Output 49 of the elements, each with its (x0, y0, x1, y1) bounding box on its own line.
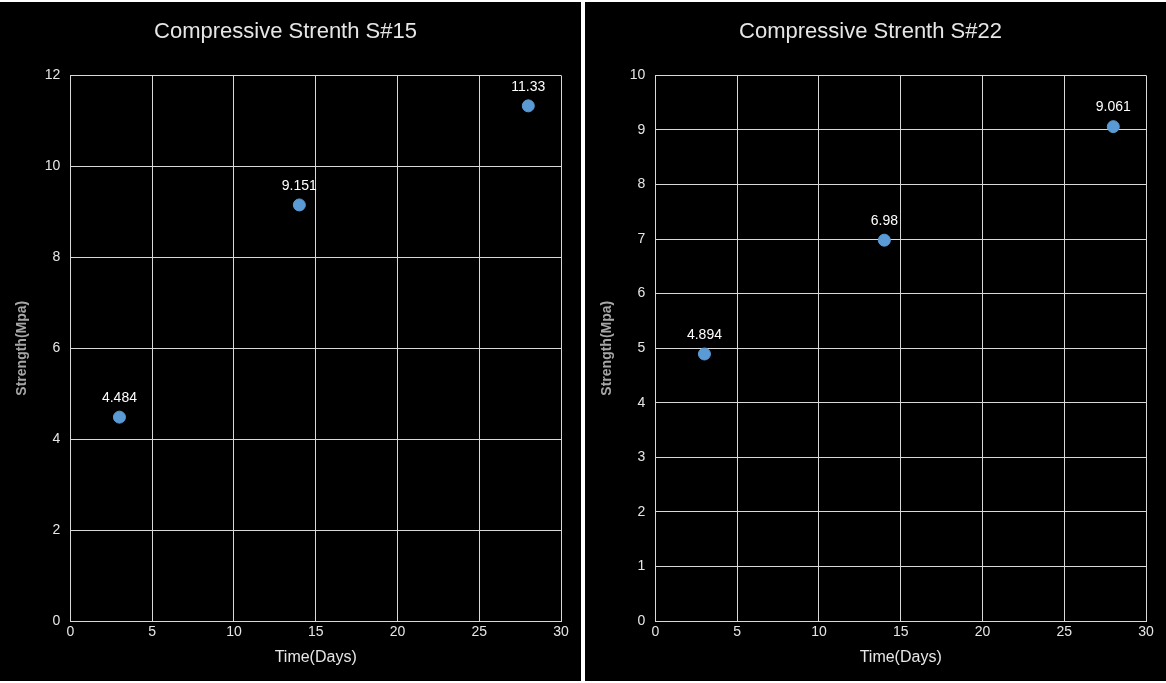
y-tick-label: 5 (637, 339, 646, 356)
point (877, 233, 891, 247)
data-label: 4.894 (686, 325, 723, 342)
y-tick-label: 10 (629, 66, 646, 83)
x-tick-label: 30 (1138, 623, 1154, 640)
data-label: 9.061 (1095, 98, 1132, 115)
y-tick-label: 12 (44, 66, 61, 83)
y-tick-label: 3 (637, 448, 646, 465)
y-tick-label: 1 (637, 557, 646, 574)
y-axis-title: Strength(Mpa) (598, 300, 615, 396)
x-tick-label: 20 (389, 623, 406, 640)
point (112, 410, 126, 424)
y-tick-label: 0 (637, 611, 646, 628)
x-axis-title: Time(Days) (274, 647, 357, 665)
y-tick-label: 6 (637, 284, 646, 301)
point (292, 198, 306, 212)
y-tick-label: 4 (637, 393, 646, 410)
y-tick-label: 2 (52, 520, 61, 537)
y-axis-title: Strength(Mpa) (13, 300, 30, 396)
y-tick-label: 9 (637, 120, 646, 137)
y-tick-label: 10 (44, 157, 61, 174)
y-tick-label: 8 (637, 175, 646, 192)
y-tick-label: 7 (637, 229, 646, 246)
point (521, 99, 535, 113)
data-label: 11.33 (511, 77, 546, 94)
y-tick-label: 2 (637, 502, 646, 519)
y-tick-label: 0 (52, 611, 61, 628)
x-tick-label: 5 (148, 623, 157, 640)
x-axis-title: Time(Days) (859, 647, 942, 665)
x-tick-label: 0 (651, 623, 660, 640)
chart-title: Compressive Strenth S#22 (739, 18, 1002, 44)
point (697, 347, 711, 361)
x-tick-label: 25 (471, 623, 488, 640)
x-tick-label: 5 (733, 623, 742, 640)
data-label: 4.484 (101, 388, 138, 405)
data-label: 6.98 (870, 212, 899, 229)
y-tick-label: 8 (52, 248, 61, 265)
x-tick-label: 25 (1056, 623, 1073, 640)
point (1106, 120, 1120, 134)
y-tick-label: 4 (52, 429, 61, 446)
x-tick-label: 10 (226, 623, 242, 640)
x-tick-label: 15 (892, 623, 909, 640)
y-tick-label: 6 (52, 339, 61, 356)
x-tick-label: 20 (974, 623, 991, 640)
x-tick-label: 0 (66, 623, 75, 640)
x-tick-label: 10 (811, 623, 827, 640)
x-tick-label: 30 (553, 623, 569, 640)
chart-title: Compressive Strenth S#15 (154, 18, 417, 44)
x-tick-label: 15 (307, 623, 324, 640)
